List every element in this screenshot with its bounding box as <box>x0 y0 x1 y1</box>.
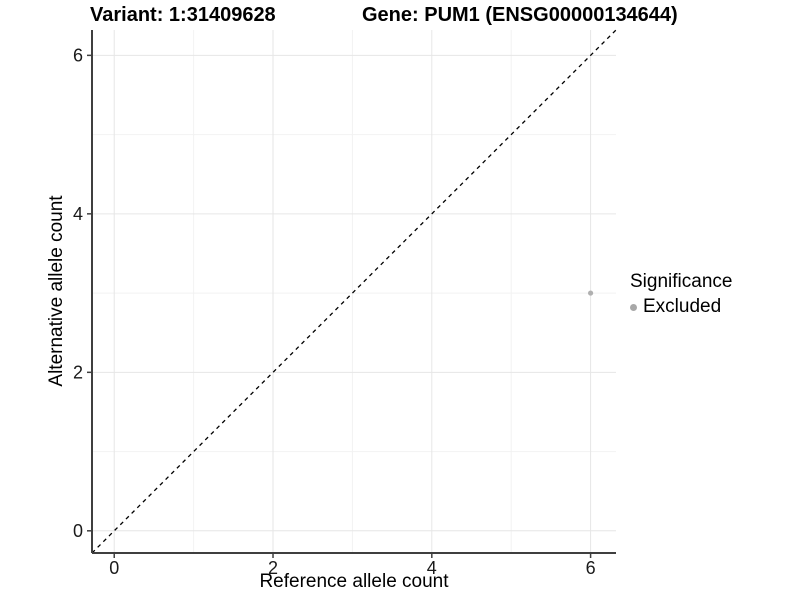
y-tick-label: 4 <box>73 204 83 224</box>
gene-title: Gene: PUM1 (ENSG00000134644) <box>362 4 678 26</box>
legend-point-icon <box>630 303 637 311</box>
x-tick-label: 4 <box>427 558 437 578</box>
y-tick-label: 0 <box>73 521 83 541</box>
legend-entry-excluded: Excluded <box>630 296 732 318</box>
x-tick-label: 0 <box>109 558 119 578</box>
legend-entry-label: Excluded <box>643 296 722 317</box>
legend: Significance Excluded <box>630 271 732 318</box>
identity-dashed-line <box>91 29 617 554</box>
x-axis-title: Reference allele count <box>259 571 449 592</box>
x-tick-label: 2 <box>268 558 278 578</box>
y-axis-title: Alternative allele count <box>46 195 67 387</box>
x-tick-label: 6 <box>586 558 596 578</box>
y-tick-label: 6 <box>73 45 83 65</box>
variant-title: Variant: 1:31409628 <box>90 4 276 26</box>
data-point-excluded <box>587 290 594 296</box>
legend-title: Significance <box>630 271 733 292</box>
y-tick-label: 2 <box>73 362 83 382</box>
